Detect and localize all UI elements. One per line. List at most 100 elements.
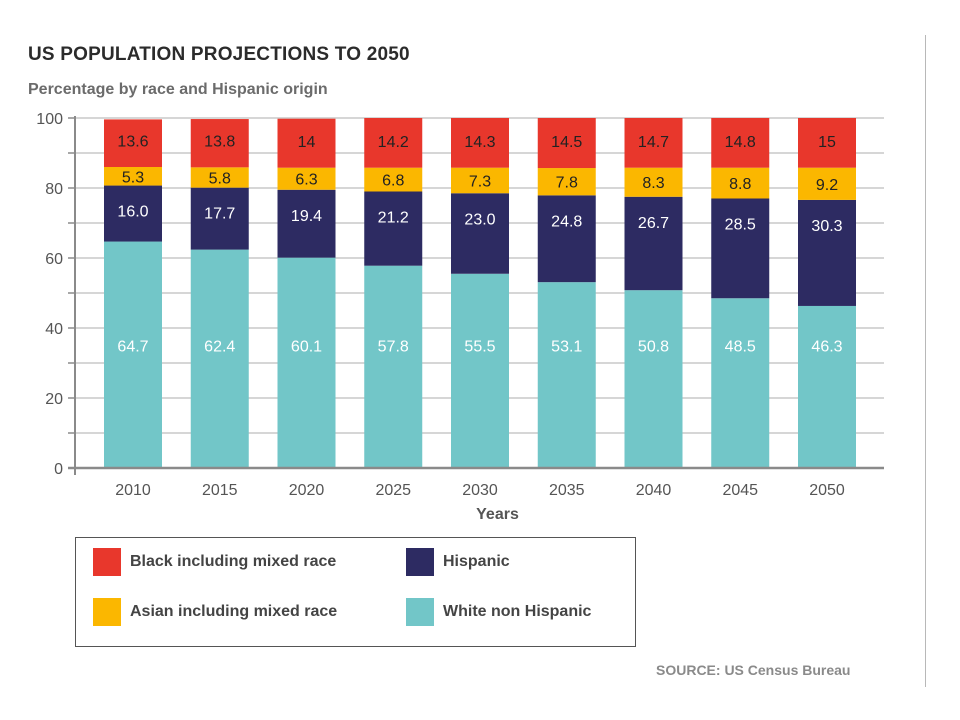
bar-segment [711, 298, 770, 468]
data-label: 14.8 [725, 134, 756, 151]
legend-item-black: Black including mixed race [93, 548, 336, 576]
bar-segment [104, 185, 162, 242]
data-label: 53.1 [551, 339, 582, 356]
x-tick-label: 2040 [636, 482, 672, 499]
x-tick-label: 2050 [809, 482, 845, 499]
data-label: 6.8 [382, 173, 404, 190]
data-label: 14.2 [378, 134, 409, 151]
bar-segment [711, 167, 770, 199]
bar-segment [364, 265, 423, 468]
legend-label-asian: Asian including mixed race [130, 603, 338, 620]
data-label: 14.3 [464, 134, 495, 151]
x-tick-label: 2035 [549, 482, 585, 499]
data-label: 5.3 [122, 169, 144, 186]
data-label: 30.3 [811, 218, 842, 235]
bar-segment [798, 118, 856, 168]
data-label: 62.4 [204, 339, 235, 356]
legend-swatch-white [406, 598, 434, 626]
legend-swatch-black [93, 548, 121, 576]
data-label: 48.5 [725, 339, 756, 356]
frame-border [925, 35, 926, 687]
bar-segment [190, 167, 249, 188]
data-label: 21.2 [378, 210, 409, 227]
bar-segment [537, 168, 596, 196]
data-label: 57.8 [378, 339, 409, 356]
x-axis-title: Years [476, 506, 519, 523]
bar-segment [364, 118, 423, 168]
data-label: 60.1 [291, 339, 322, 356]
legend-item-white: White non Hispanic [406, 598, 591, 626]
bar-segment [798, 305, 856, 468]
data-label: 7.3 [469, 173, 491, 190]
bar-segment [104, 167, 162, 186]
bar-segment [364, 191, 423, 266]
bar-segment [451, 273, 509, 468]
x-tick-label: 2025 [375, 482, 411, 499]
bar-segment [798, 167, 856, 200]
data-label: 64.7 [117, 339, 148, 356]
legend-item-hispanic: Hispanic [406, 548, 510, 576]
bar-segment [537, 282, 596, 468]
data-label: 46.3 [811, 339, 842, 356]
x-tick-label: 2015 [202, 482, 238, 499]
legend-label-black: Black including mixed race [130, 553, 337, 570]
data-label: 16.0 [117, 204, 148, 221]
data-label: 13.8 [204, 134, 235, 151]
data-label: 24.8 [551, 213, 582, 230]
bar-segment [190, 119, 249, 168]
bar-segment [798, 199, 856, 306]
bar-segment [364, 167, 423, 192]
y-tick-label: 100 [36, 111, 63, 128]
bar-segment [277, 118, 336, 168]
y-tick-label: 40 [45, 321, 63, 338]
x-tick-label: 2030 [462, 482, 498, 499]
bar-segment [451, 118, 509, 168]
legend-label-hispanic: Hispanic [443, 553, 510, 570]
legend: Black including mixed race Hispanic Asia… [75, 537, 636, 647]
bar-segment [711, 118, 770, 168]
data-label: 5.8 [209, 171, 231, 188]
bar-segment [277, 189, 336, 258]
bar-segment [451, 167, 509, 194]
bar-segment [624, 167, 683, 197]
data-label: 26.7 [638, 215, 669, 232]
legend-label-white: White non Hispanic [443, 603, 592, 620]
bar-segment [104, 119, 162, 167]
bar-segment [537, 195, 596, 283]
bar-segment [190, 187, 249, 250]
data-label: 28.5 [725, 217, 756, 234]
data-label: 7.8 [556, 175, 578, 192]
legend-swatch-asian [93, 598, 121, 626]
chart-subtitle: Percentage by race and Hispanic origin [28, 81, 328, 98]
bar-segment [451, 193, 509, 274]
y-tick-label: 80 [45, 181, 63, 198]
data-label: 14 [298, 134, 316, 151]
data-label: 14.5 [551, 134, 582, 151]
data-label: 6.3 [295, 172, 317, 189]
data-label: 23.0 [464, 211, 495, 228]
data-label: 8.8 [729, 176, 751, 193]
data-label: 9.2 [816, 177, 838, 194]
bar-segment [624, 118, 683, 168]
y-tick-label: 20 [45, 391, 63, 408]
data-label: 50.8 [638, 339, 669, 356]
x-tick-label: 2045 [722, 482, 758, 499]
y-tick-label: 0 [54, 461, 63, 478]
bar-segment [711, 198, 770, 299]
source-note: SOURCE: US Census Bureau [656, 662, 851, 678]
data-label: 8.3 [642, 175, 664, 192]
data-label: 17.7 [204, 206, 235, 223]
y-tick-label: 60 [45, 251, 63, 268]
x-tick-label: 2010 [115, 482, 151, 499]
data-label: 15 [818, 134, 836, 151]
data-label: 13.6 [117, 134, 148, 151]
data-label: 55.5 [464, 339, 495, 356]
bar-segment [537, 118, 596, 169]
legend-item-asian: Asian including mixed race [93, 598, 337, 626]
bar-segment [277, 167, 336, 190]
x-tick-label: 2020 [289, 482, 325, 499]
data-label: 19.4 [291, 208, 322, 225]
bar-segment [624, 290, 683, 468]
bar-segment [104, 241, 162, 468]
